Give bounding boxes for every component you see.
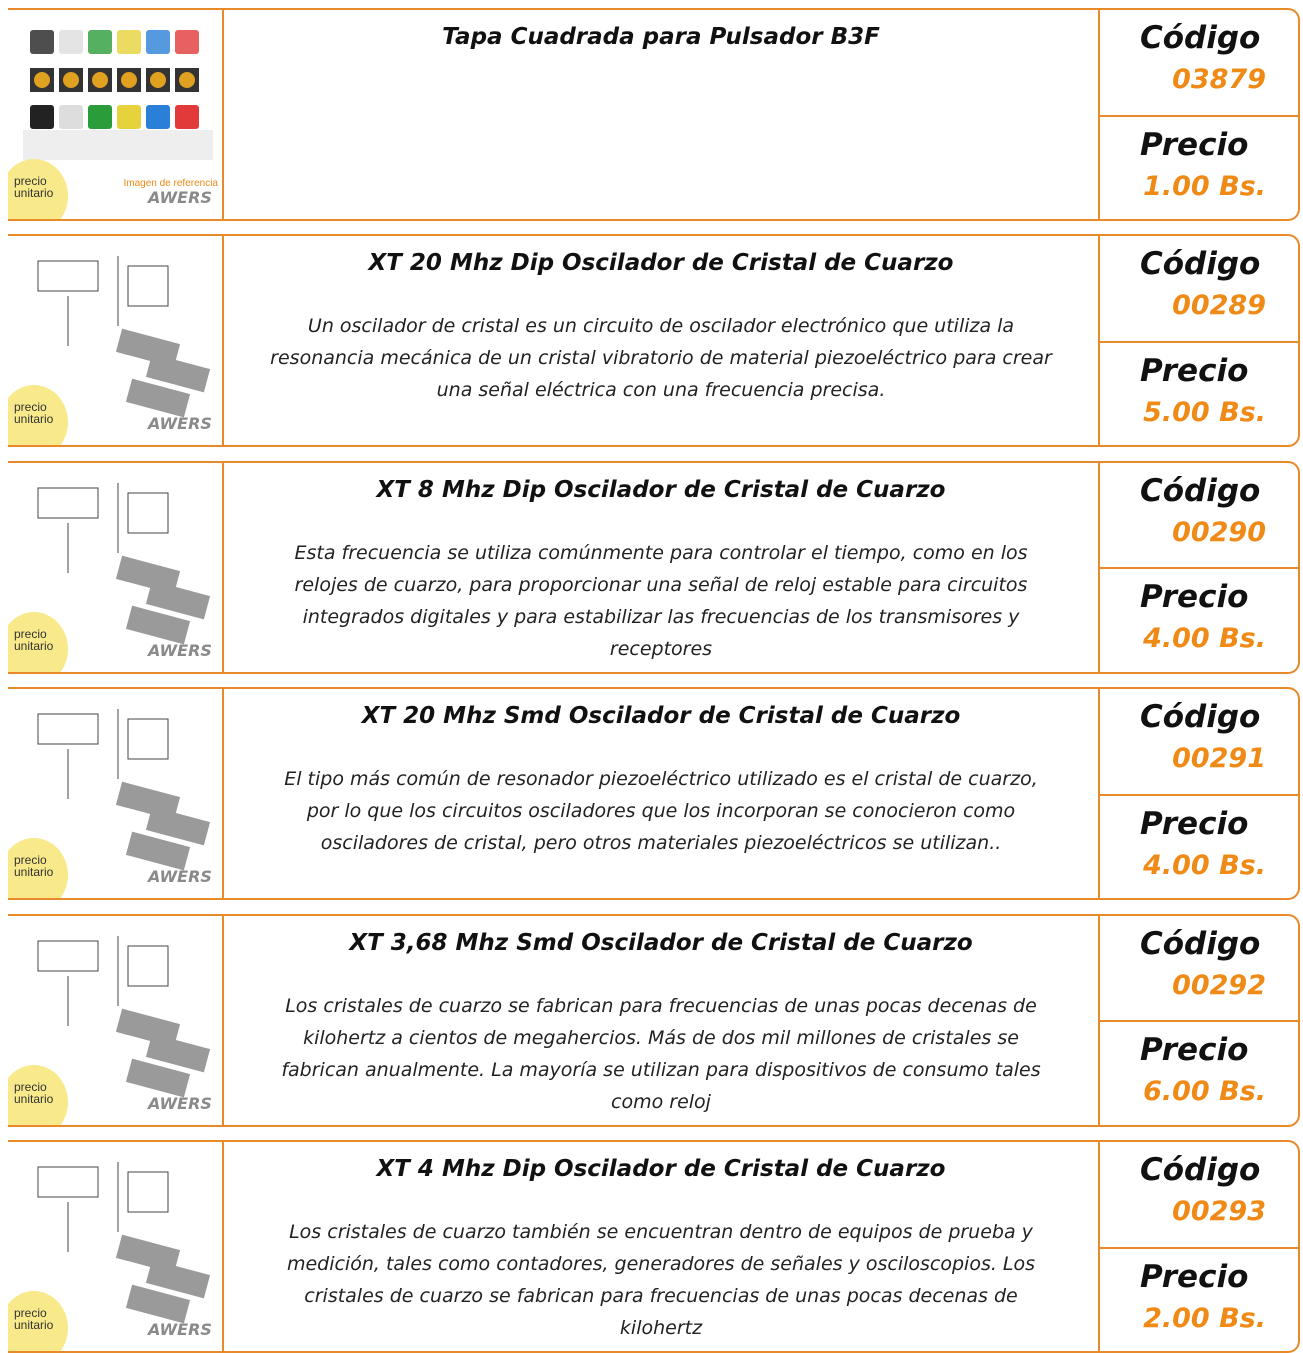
product-title: XT 20 Mhz Dip Oscilador de Cristal de Cu… <box>224 250 1098 276</box>
price-label: Precio <box>1140 127 1248 163</box>
code-value: 00289 <box>1172 290 1266 321</box>
info-cell: Código 03879 Precio 1.00 Bs. <box>1098 10 1298 219</box>
price-box: Precio 2.00 Bs. <box>1100 1247 1298 1353</box>
code-value: 00293 <box>1172 1196 1266 1227</box>
brand-logo: AWERS <box>148 1320 212 1339</box>
product-description: Los cristales de cuarzo también se encue… <box>266 1216 1056 1344</box>
description-cell: XT 3,68 Mhz Smd Oscilador de Cristal de … <box>224 916 1098 1125</box>
product-title: XT 8 Mhz Dip Oscilador de Cristal de Cua… <box>224 477 1098 503</box>
brand-logo: AWERS <box>148 1094 212 1113</box>
info-cell: Código 00290 Precio 4.00 Bs. <box>1098 463 1298 672</box>
price-label: Precio <box>1140 353 1248 389</box>
price-value: 6.00 Bs. <box>1143 1076 1266 1107</box>
code-value: 00290 <box>1172 517 1266 548</box>
code-box: Código 00289 <box>1100 236 1298 341</box>
info-cell: Código 00291 Precio 4.00 Bs. <box>1098 689 1298 898</box>
price-value: 1.00 Bs. <box>1143 171 1266 202</box>
code-label: Código <box>1140 246 1260 282</box>
brand-logo: AWERS <box>148 414 212 433</box>
price-box: Precio 6.00 Bs. <box>1100 1020 1298 1127</box>
description-cell: XT 20 Mhz Dip Oscilador de Cristal de Cu… <box>224 236 1098 445</box>
code-label: Código <box>1140 20 1260 56</box>
product-title: Tapa Cuadrada para Pulsador B3F <box>224 24 1098 50</box>
info-cell: Código 00293 Precio 2.00 Bs. <box>1098 1142 1298 1351</box>
price-value: 4.00 Bs. <box>1143 850 1266 881</box>
code-value: 00292 <box>1172 970 1266 1001</box>
description-cell: Tapa Cuadrada para Pulsador B3F <box>224 10 1098 219</box>
brand-logo: AWERS <box>148 867 212 886</box>
code-value: 03879 <box>1172 64 1266 95</box>
code-label: Código <box>1140 699 1260 735</box>
code-box: Código 00293 <box>1100 1142 1298 1247</box>
description-cell: XT 20 Mhz Smd Oscilador de Cristal de Cu… <box>224 689 1098 898</box>
info-cell: Código 00292 Precio 6.00 Bs. <box>1098 916 1298 1125</box>
code-label: Código <box>1140 473 1260 509</box>
code-box: Código 00291 <box>1100 689 1298 794</box>
product-title: XT 4 Mhz Dip Oscilador de Cristal de Cua… <box>224 1156 1098 1182</box>
description-cell: XT 4 Mhz Dip Oscilador de Cristal de Cua… <box>224 1142 1098 1351</box>
product-description: Los cristales de cuarzo se fabrican para… <box>266 990 1056 1118</box>
price-label: Precio <box>1140 1259 1248 1295</box>
price-box: Precio 4.00 Bs. <box>1100 567 1298 674</box>
price-box: Precio 4.00 Bs. <box>1100 794 1298 901</box>
image-note: Imagen de referencia <box>123 178 218 189</box>
product-description: Un oscilador de cristal es un circuito d… <box>266 310 1056 406</box>
code-box: Código 00290 <box>1100 463 1298 568</box>
brand-logo: AWERS <box>148 188 212 207</box>
description-cell: XT 8 Mhz Dip Oscilador de Cristal de Cua… <box>224 463 1098 672</box>
info-cell: Código 00289 Precio 5.00 Bs. <box>1098 236 1298 445</box>
product-description: Esta frecuencia se utiliza comúnmente pa… <box>266 537 1056 665</box>
product-title: XT 20 Mhz Smd Oscilador de Cristal de Cu… <box>224 703 1098 729</box>
price-box: Precio 5.00 Bs. <box>1100 341 1298 448</box>
price-value: 4.00 Bs. <box>1143 623 1266 654</box>
product-description: El tipo más común de resonador piezoeléc… <box>266 763 1056 859</box>
code-value: 00291 <box>1172 743 1266 774</box>
code-label: Código <box>1140 926 1260 962</box>
price-value: 2.00 Bs. <box>1143 1303 1266 1334</box>
price-label: Precio <box>1140 806 1248 842</box>
code-label: Código <box>1140 1152 1260 1188</box>
code-box: Código 00292 <box>1100 916 1298 1021</box>
price-label: Precio <box>1140 579 1248 615</box>
brand-logo: AWERS <box>148 641 212 660</box>
price-label: Precio <box>1140 1032 1248 1068</box>
price-box: Precio 1.00 Bs. <box>1100 115 1298 222</box>
product-title: XT 3,68 Mhz Smd Oscilador de Cristal de … <box>224 930 1098 956</box>
price-value: 5.00 Bs. <box>1143 397 1266 428</box>
code-box: Código 03879 <box>1100 10 1298 115</box>
